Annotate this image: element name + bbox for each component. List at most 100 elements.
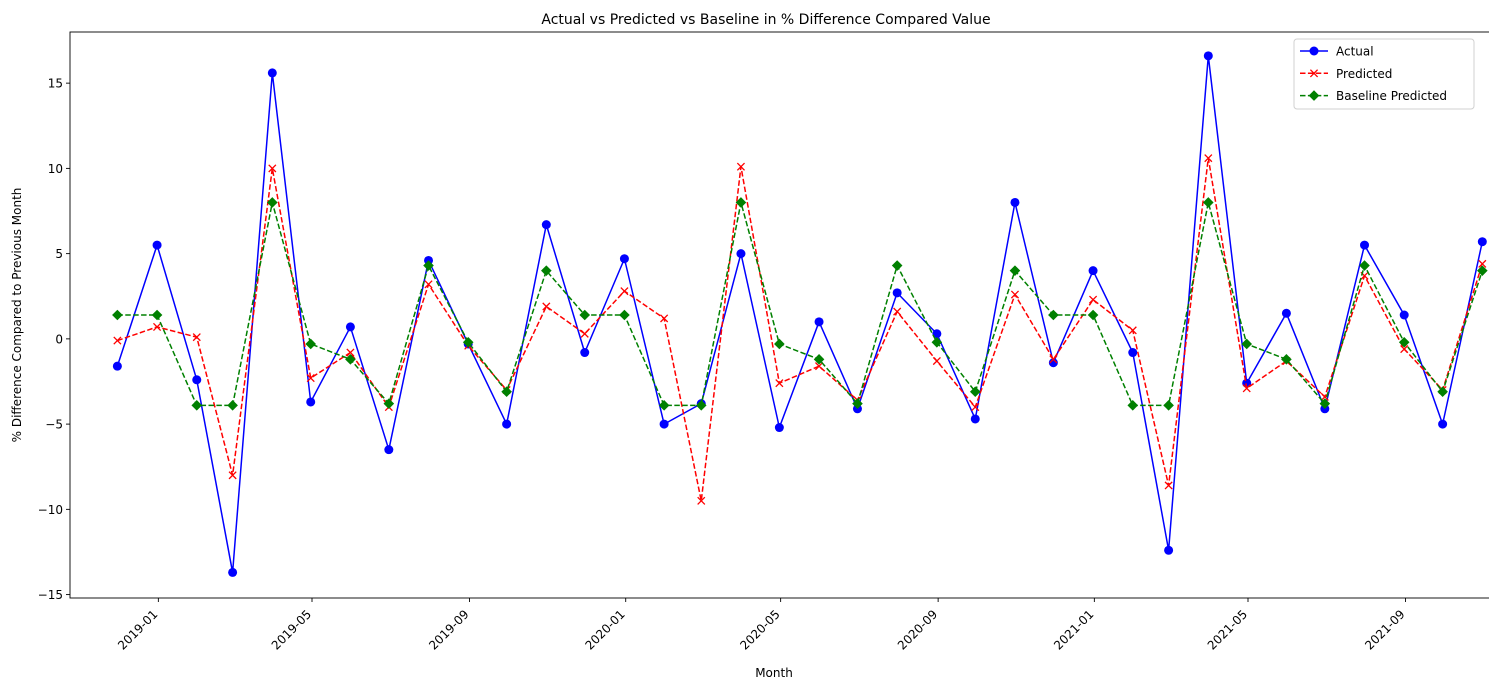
data-point-baseline-predicted [891,260,903,271]
y-tick-label: −10 [38,503,63,517]
data-point-predicted [1242,384,1251,393]
data-point-baseline-predicted [383,398,395,409]
x-tick-label: 2019-01 [115,607,160,652]
data-point-baseline-predicted [1203,197,1214,208]
data-point-baseline-predicted [619,309,630,321]
data-point-predicted [306,374,315,383]
series-line-baseline-predicted [117,201,1484,407]
legend-label-actual: Actual [1336,45,1374,59]
data-point-baseline-predicted [1127,400,1139,411]
data-point-actual [1164,545,1174,555]
data-point-baseline-predicted [1398,336,1410,348]
x-tick-label: 2021-05 [1205,607,1250,652]
data-point-baseline-predicted [1359,260,1370,271]
data-point-actual [345,322,355,332]
data-point-baseline-predicted [227,400,238,411]
y-axis: −15 −10 −5 0 5 10 15 [38,77,70,602]
x-tick-label: 2021-01 [1051,607,1096,652]
data-point-baseline-predicted [423,260,434,271]
x-tick-label: 2019-09 [426,607,471,652]
data-point-actual [659,419,669,429]
series-line-actual [116,55,1484,574]
data-point-predicted [660,314,669,323]
data-point-baseline-predicted [305,338,317,350]
plot-area [69,31,1489,599]
data-point-actual [1048,358,1058,368]
data-point-actual [1010,197,1020,207]
y-tick-label: −5 [45,418,63,432]
data-point-actual [932,329,942,339]
data-point-baseline-predicted [462,336,474,348]
chart-title: Actual vs Predicted vs Baseline in % Dif… [541,12,990,28]
data-point-actual [970,414,980,424]
data-point-baseline-predicted [191,400,203,411]
y-tick-label: 10 [48,162,63,176]
data-point-actual [267,68,277,78]
data-point-actual [1399,310,1409,320]
data-point-predicted [1049,355,1058,364]
data-point-baseline-predicted [735,197,747,208]
data-point-predicted [580,329,589,338]
series-predicted [113,154,1487,505]
data-point-actual [228,567,238,577]
data-point-predicted [697,496,706,505]
legend-marker-actual [1309,46,1319,56]
y-axis-label: % Difference Compared to Previous Month [10,188,24,443]
data-point-predicted [1204,154,1213,163]
data-point-actual [112,361,122,371]
data-point-baseline-predicted [1163,400,1174,411]
data-point-predicted [1478,259,1487,268]
x-tick-label: 2019-05 [269,607,314,652]
data-point-predicted [542,302,551,311]
data-point-predicted [1128,326,1137,335]
data-point-baseline-predicted [1281,354,1292,365]
data-point-actual [1360,240,1370,250]
data-point-predicted [1089,295,1098,304]
data-point-predicted [1164,481,1173,490]
legend-box [1293,38,1475,110]
data-point-baseline-predicted [695,400,707,411]
data-point-baseline-predicted [1437,386,1448,398]
data-point-actual [502,419,512,429]
data-point-predicted [228,471,237,480]
data-point-predicted [971,403,980,412]
series-baseline-predicted [112,197,1488,411]
data-point-predicted [268,164,277,173]
data-point-baseline-predicted [1319,398,1331,409]
legend-marker-predicted [1309,69,1319,78]
data-point-baseline-predicted [1048,309,1059,321]
data-point-actual [1477,237,1487,247]
data-point-predicted [932,356,941,366]
data-point-baseline-predicted [501,386,512,398]
data-point-actual [306,397,316,407]
data-point-predicted [346,348,355,357]
data-point-actual [1088,266,1098,276]
legend-marker-baseline-predicted [1308,90,1320,101]
data-point-baseline-predicted [813,354,825,365]
x-axis: 2019-01 2019-05 2019-09 2020-01 2020-05 2020-… [115,598,1408,653]
data-point-actual [541,220,551,230]
data-point-actual [1438,419,1448,429]
data-point-actual [580,348,590,358]
legend: Actual Predicted Baseline Predicted [1293,38,1475,110]
y-tick-label: 0 [55,332,63,346]
data-point-baseline-predicted [1009,265,1021,276]
data-point-actual [774,423,784,433]
data-point-predicted [424,280,433,289]
data-point-actual [1128,348,1138,358]
y-tick-label: 15 [48,77,63,91]
data-point-predicted [893,307,902,316]
data-point-actual [736,249,746,259]
data-point-actual [1281,308,1291,318]
data-point-predicted [1400,345,1409,354]
x-tick-label: 2020-01 [582,607,627,652]
data-point-baseline-predicted [345,354,356,365]
data-point-actual [619,254,629,264]
x-tick-label: 2020-09 [895,607,940,652]
data-point-baseline-predicted [267,197,278,208]
data-point-predicted [620,287,629,296]
x-tick-label: 2021-09 [1362,607,1407,652]
data-point-predicted [814,362,824,371]
data-point-baseline-predicted [579,309,591,321]
y-tick-label: 5 [55,247,63,261]
